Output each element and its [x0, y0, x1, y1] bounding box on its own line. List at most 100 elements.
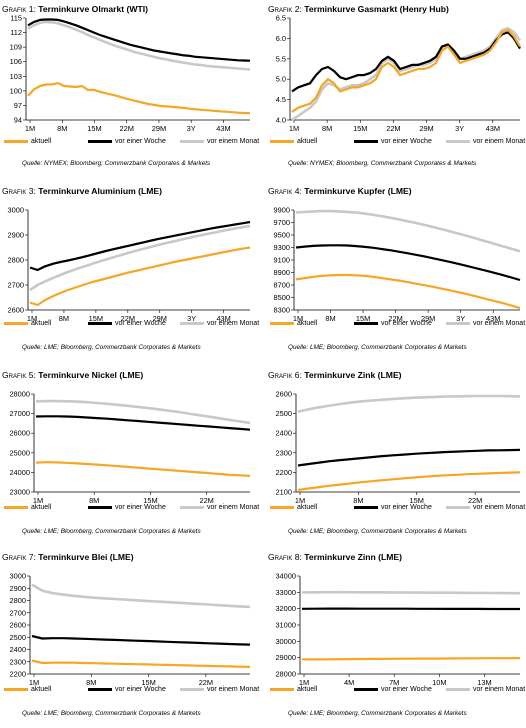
legend-swatch	[354, 322, 378, 325]
chart-number: Grafik 1:	[2, 4, 38, 14]
legend-label: vor einem Monat	[207, 320, 259, 327]
chart-number: Grafik 4:	[268, 186, 304, 196]
legend-label: vor einer Woche	[115, 504, 166, 511]
x-tick-label: 3Y	[187, 124, 196, 133]
legend-label: aktuell	[297, 686, 317, 693]
series-line-aktuell	[30, 248, 250, 306]
chart-panel: Grafik 2: Terminkurve Gasmarkt (Henry Hu…	[266, 4, 526, 180]
y-tick-label: 30000	[275, 637, 296, 646]
y-tick-label: 2100	[276, 488, 292, 497]
legend-swatch	[88, 140, 112, 143]
y-tick-label: 103	[10, 72, 22, 81]
legend-label: vor einem Monat	[207, 686, 259, 693]
y-tick-label: 6.0	[276, 34, 286, 43]
chart-source: Quelle: LME; Bloomberg, Commerzbank Corp…	[288, 344, 467, 351]
legend-label: vor einem Monat	[473, 138, 525, 145]
legend-swatch	[446, 506, 470, 509]
x-tick-label: 8M	[322, 124, 332, 133]
chart-title: Grafik 3: Terminkurve Aluminium (LME)	[2, 186, 162, 196]
x-tick-label: 3Y	[455, 124, 464, 133]
y-tick-label: 34000	[275, 572, 296, 581]
chart-title: Grafik 8: Terminkurve Zinn (LME)	[268, 552, 402, 562]
x-tick-label: 8M	[325, 314, 335, 323]
legend-label: vor einem Monat	[207, 504, 259, 511]
legend-label: vor einem Monat	[473, 504, 525, 511]
y-tick-label: 2400	[276, 429, 292, 438]
y-tick-label: 2700	[8, 281, 24, 290]
series-line-vor-einem-monat	[32, 585, 250, 607]
legend-swatch	[354, 140, 378, 143]
x-tick-label: 1M	[289, 124, 299, 133]
chart-number: Grafik 2:	[268, 4, 304, 14]
y-tick-label: 2600	[276, 390, 292, 399]
y-tick-label: 100	[10, 86, 22, 95]
chart-source: Quelle: LME; Bloomberg, Commerzbank Corp…	[288, 528, 467, 535]
legend-label: vor einer Woche	[115, 686, 166, 693]
y-tick-label: 94	[14, 116, 22, 125]
y-tick-label: 106	[10, 57, 22, 66]
chart-title: Grafik 7: Terminkurve Blei (LME)	[2, 552, 134, 562]
x-tick-label: 15M	[87, 124, 101, 133]
y-tick-label: 8500	[274, 293, 290, 302]
legend-swatch	[270, 140, 294, 143]
legend-label: vor einem Monat	[473, 686, 525, 693]
legend-label: vor einem Monat	[473, 320, 525, 327]
legend-item: aktuell	[270, 320, 317, 327]
legend-swatch	[354, 506, 378, 509]
x-tick-label: 43M	[216, 124, 230, 133]
legend-item: vor einer Woche	[88, 320, 166, 327]
y-tick-label: 2600	[10, 621, 26, 630]
chart-title: Grafik 5: Terminkurve Nickel (LME)	[2, 370, 143, 380]
x-tick-label: 22M	[120, 124, 134, 133]
y-tick-label: 4.5	[276, 95, 286, 104]
legend-swatch	[88, 688, 112, 691]
legend-swatch	[446, 688, 470, 691]
legend-item: vor einem Monat	[446, 320, 525, 327]
legend-swatch	[270, 506, 294, 509]
y-tick-label: 2300	[10, 657, 26, 666]
chart-title-text: Terminkurve Zinn (LME)	[304, 552, 402, 562]
y-tick-label: 2700	[10, 608, 26, 617]
series-line-vor-einem-monat	[28, 22, 250, 70]
y-tick-label: 2800	[10, 596, 26, 605]
y-tick-label: 3000	[10, 572, 26, 581]
y-tick-label: 3000	[8, 206, 24, 215]
chart-title-text: Terminkurve Nickel (LME)	[38, 370, 143, 380]
chart-title-text: Terminkurve Blei (LME)	[38, 552, 133, 562]
y-tick-label: 2500	[10, 633, 26, 642]
series-line-vor-einer-woche	[32, 636, 250, 645]
series-line-aktuell	[302, 658, 520, 659]
y-tick-label: 9900	[274, 206, 290, 215]
series-line-aktuell	[298, 472, 520, 490]
legend-swatch	[270, 688, 294, 691]
legend-label: vor einem Monat	[207, 138, 259, 145]
legend-item: aktuell	[4, 320, 51, 327]
y-tick-label: 23000	[9, 488, 30, 497]
legend-label: aktuell	[31, 686, 51, 693]
chart-title: Grafik 4: Terminkurve Kupfer (LME)	[268, 186, 412, 196]
legend-label: vor einer Woche	[381, 138, 432, 145]
legend-swatch	[4, 688, 28, 691]
chart-title-text: Terminkurve Zink (LME)	[304, 370, 401, 380]
legend-label: vor einer Woche	[381, 686, 432, 693]
legend-swatch	[180, 688, 204, 691]
series-line-aktuell	[36, 462, 250, 476]
y-tick-label: 9500	[274, 231, 290, 240]
legend-swatch	[4, 506, 28, 509]
legend-label: aktuell	[297, 138, 317, 145]
y-tick-label: 9700	[274, 218, 290, 227]
y-tick-label: 24000	[9, 468, 30, 477]
legend-swatch	[446, 322, 470, 325]
series-line-vor-einem-monat	[298, 396, 520, 412]
chart-panel: Grafik 3: Terminkurve Aluminium (LME)260…	[0, 186, 260, 362]
legend-item: vor einer Woche	[354, 686, 432, 693]
legend-item: vor einem Monat	[446, 138, 525, 145]
legend-swatch	[180, 506, 204, 509]
series-line-vor-einem-monat	[30, 226, 250, 290]
chart-number: Grafik 5:	[2, 370, 38, 380]
y-tick-label: 97	[14, 101, 22, 110]
